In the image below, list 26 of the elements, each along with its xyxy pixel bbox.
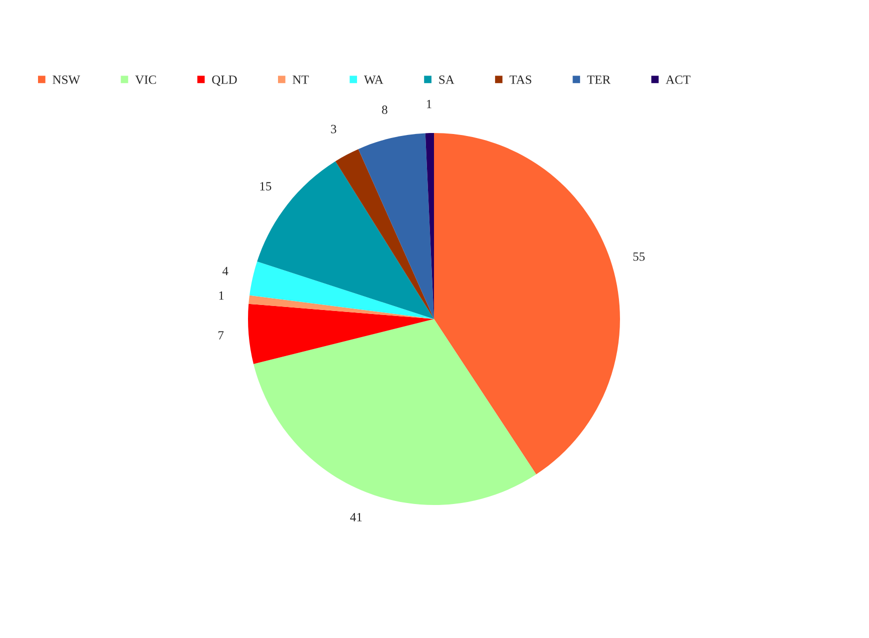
- pie-slice: [358, 133, 434, 319]
- legend-label: ACT: [666, 76, 690, 84]
- data-label: 15: [260, 182, 272, 190]
- legend-label: SA: [439, 76, 454, 84]
- data-label: 41: [350, 512, 362, 522]
- legend-label: TER: [587, 76, 611, 84]
- legend-label: NSW: [52, 76, 80, 84]
- data-label: 1: [426, 100, 432, 108]
- legend-label: TAS: [510, 76, 532, 84]
- pie-slice: [248, 304, 434, 364]
- pie-slice: [254, 319, 536, 505]
- data-label: 8: [382, 106, 388, 114]
- pie-slice: [250, 262, 434, 319]
- legend-label: WA: [364, 76, 384, 84]
- pie-slice: [434, 133, 620, 474]
- legend-label: NT: [292, 76, 309, 84]
- pie-slice: [335, 149, 434, 319]
- legend-label: VIC: [135, 76, 156, 84]
- pie-slice: [248, 295, 434, 319]
- data-label: 1: [219, 291, 224, 300]
- legend-label: QLD: [212, 76, 237, 86]
- pie-slice: [257, 161, 434, 319]
- data-label: 3: [331, 124, 336, 134]
- data-label: 55: [633, 252, 645, 261]
- data-label: 4: [222, 266, 228, 276]
- data-label: 7: [218, 331, 224, 340]
